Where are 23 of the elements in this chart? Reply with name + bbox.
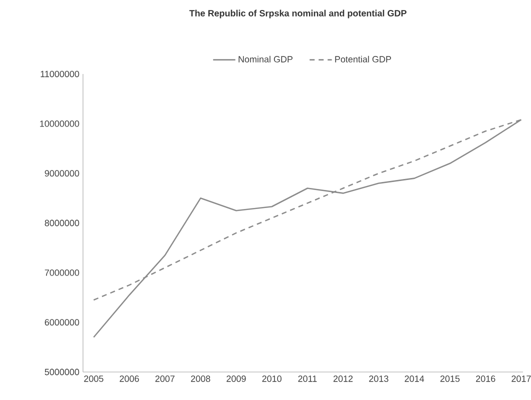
y-tick-label: 8000000	[44, 220, 80, 226]
x-tick-label: 2011	[298, 376, 317, 382]
y-tick-label: 11000000	[40, 70, 80, 78]
y-tick-label: 5000000	[44, 368, 80, 376]
x-tick-label: 2016	[476, 376, 496, 382]
y-tick-label: 6000000	[44, 319, 80, 326]
x-tick-label: 2006	[120, 376, 139, 382]
x-tick-label: 2012	[334, 376, 353, 382]
y-tick-label: 10000000	[40, 120, 80, 127]
chart-title: The Republic of Srpska nominal and potential GDP	[189, 10, 406, 18]
x-tick-label: 2013	[369, 376, 388, 382]
legend-label: Nominal GDP	[238, 56, 293, 62]
x-tick-label: 2007	[155, 376, 174, 382]
x-tick-label: 2017	[512, 376, 531, 382]
x-tick-label: 2009	[226, 376, 246, 382]
y-tick-label: 7000000	[44, 269, 80, 276]
x-tick-label: 2010	[262, 376, 282, 382]
x-tick-label: 2014	[404, 376, 424, 382]
y-tick-label: 9000000	[44, 170, 80, 177]
x-tick-label: 2008	[191, 376, 210, 382]
legend-label: Potential GDP	[335, 56, 392, 62]
x-tick-label: 2015	[440, 376, 460, 382]
x-tick-label: 2005	[84, 376, 104, 382]
